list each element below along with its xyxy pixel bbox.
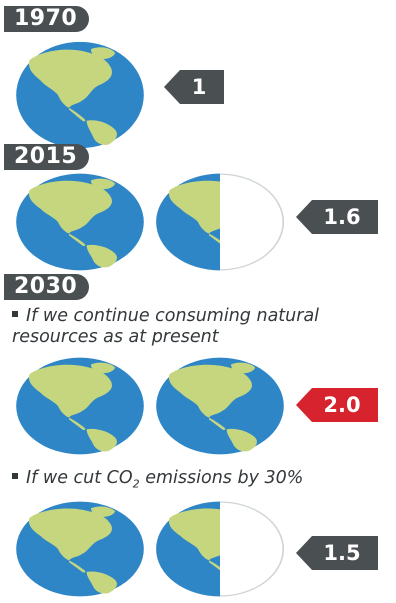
year-label-2015: 2015 [4,144,90,170]
earths-value-2015: 1.6 [296,200,378,234]
scenario-b-text-prefix: If we cut CO [26,468,133,488]
scenario-b-text-suffix: emissions by 30% [139,468,304,488]
scenario-a-note: If we continue consuming natural resourc… [12,306,382,348]
scenario-b-text-sub: 2 [132,477,140,491]
globe-icon [16,501,144,597]
bullet-marker [12,473,18,479]
globe-icon [156,357,284,455]
earths-value-2030-cut: 1.5 [296,536,378,570]
bullet-marker [12,311,18,317]
year-label-1970: 1970 [4,6,90,32]
earths-value-2030-present: 2.0 [296,388,378,422]
scenario-a-text: If we continue consuming natural resourc… [12,306,320,347]
globe-icon [16,41,144,149]
globe-icon [16,173,144,271]
partial-globe-icon [155,173,285,271]
globe-icon [16,357,144,455]
scenario-b-note: If we cut CO2 emissions by 30% [12,468,382,495]
year-label-2030: 2030 [4,274,90,300]
partial-globe-icon [155,501,285,597]
earths-value-1970: 1 [164,70,224,104]
